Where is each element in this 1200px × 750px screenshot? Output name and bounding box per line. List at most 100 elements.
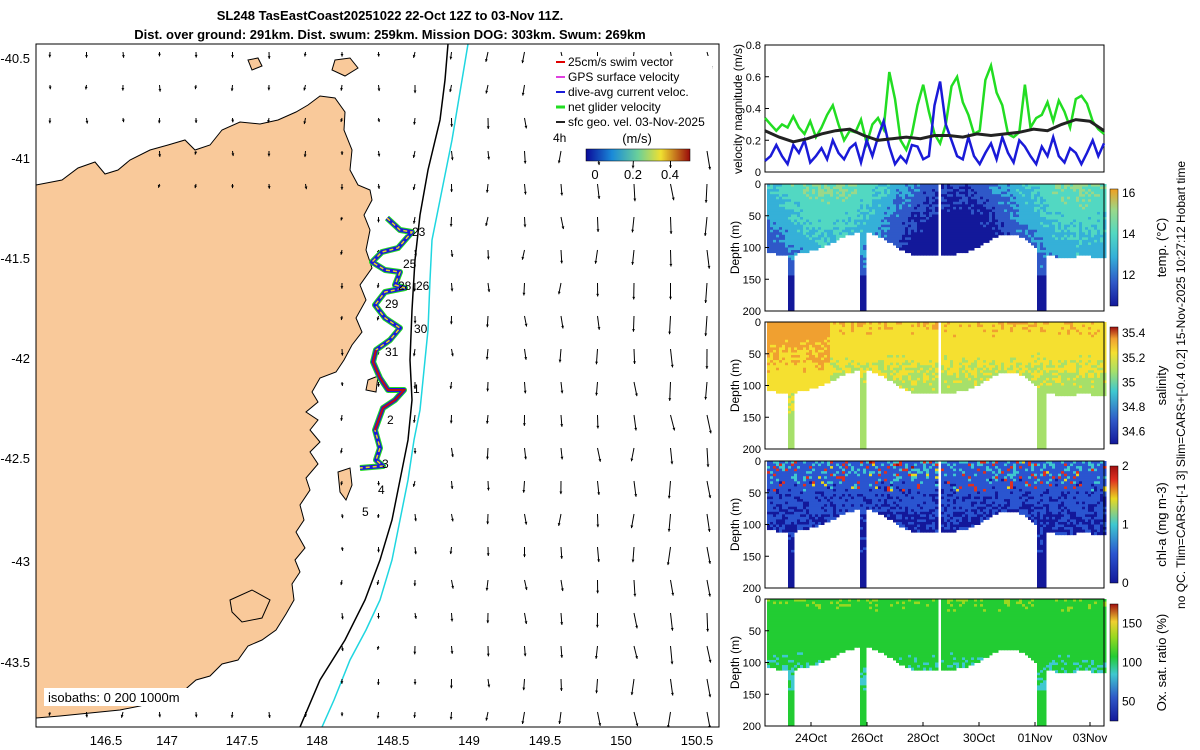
section-cell [1097, 250, 1101, 254]
section-cell [869, 324, 873, 328]
section-cell [812, 204, 816, 208]
section-cell [809, 244, 813, 248]
section-cell [872, 229, 876, 233]
section-cell [1031, 206, 1035, 210]
section-cell [899, 362, 903, 366]
section-cell [908, 219, 912, 223]
map-ytick: -43 [11, 554, 30, 569]
section-cell [1088, 217, 1092, 221]
section-cell [779, 349, 783, 353]
section-cell [794, 324, 798, 328]
day-label: 30 [414, 322, 428, 336]
velocity-arrowhead [669, 263, 673, 267]
section-cell [827, 239, 831, 243]
section-cell [902, 362, 906, 366]
section-cell [995, 219, 999, 223]
section-cell [860, 352, 864, 356]
section-cell [920, 229, 924, 233]
section-cell [779, 206, 783, 210]
section-cell [908, 201, 912, 205]
section-cell [812, 217, 816, 221]
section-cell [905, 229, 909, 233]
section-cell [1013, 227, 1017, 231]
section-cell [803, 247, 807, 251]
section-cell [881, 324, 885, 328]
section-cell [806, 227, 810, 231]
section-cell [989, 217, 993, 221]
section-cell [842, 184, 846, 188]
section-cell [824, 337, 828, 341]
section-cell [791, 298, 795, 302]
section-cell [767, 234, 771, 238]
section-cell [947, 250, 951, 254]
section-cell [920, 247, 924, 251]
section-cell [872, 232, 876, 236]
section-cell [1055, 209, 1059, 213]
section-cell [995, 184, 999, 188]
section-cell [908, 229, 912, 233]
section-cell [821, 349, 825, 353]
section-cell [791, 209, 795, 213]
section-cell [998, 206, 1002, 210]
velocity-arrowhead [340, 418, 344, 421]
section-cell [812, 372, 816, 376]
section-cell [941, 247, 945, 251]
section-cell [887, 327, 891, 331]
section-cell [893, 201, 897, 205]
section-cell [836, 349, 840, 353]
section-cell [782, 385, 786, 389]
velocity-arrowhead [340, 582, 343, 586]
section-cell [863, 270, 867, 274]
section-cell [863, 403, 867, 407]
section-cell [863, 385, 867, 389]
section-cell [1031, 229, 1035, 233]
section-cell [833, 329, 837, 333]
section-cell [776, 385, 780, 389]
section-cell [1034, 196, 1038, 200]
section-cell [1094, 206, 1098, 210]
velocity-arrowhead [634, 494, 638, 497]
section-cell [860, 265, 864, 269]
section-cell [887, 219, 891, 223]
section-cell [851, 337, 855, 341]
section-cell [1043, 267, 1047, 271]
section-cell [779, 362, 783, 366]
section-cell [1082, 244, 1086, 248]
section-cell [1019, 219, 1023, 223]
section-cell [1097, 196, 1101, 200]
section-cell [902, 324, 906, 328]
section-cell [866, 204, 870, 208]
section-cell [857, 357, 861, 361]
velocity-arrowhead [486, 388, 490, 392]
section-cell [779, 322, 783, 326]
section-cell [773, 352, 777, 356]
section-cell [824, 206, 828, 210]
section-cell [944, 234, 948, 238]
section-cell [860, 324, 864, 328]
section-cell [899, 227, 903, 231]
section-cell [992, 186, 996, 190]
velocity-arrowhead [376, 682, 380, 685]
section-cell [860, 184, 864, 188]
section-cell [1049, 194, 1053, 198]
section-cell [872, 342, 876, 346]
section-cell [1007, 209, 1011, 213]
map-ytick: -43.5 [0, 655, 30, 670]
section-cell [1055, 184, 1059, 188]
section-cell [890, 355, 894, 359]
section-cell [953, 217, 957, 221]
section-cell [794, 204, 798, 208]
section-cell [866, 184, 870, 188]
section-cell [830, 332, 834, 336]
section-cell [887, 199, 891, 203]
section-cell [1037, 201, 1041, 205]
section-cell [863, 244, 867, 248]
section-cell [983, 184, 987, 188]
section-cell [773, 227, 777, 231]
section-cell [992, 194, 996, 198]
section-cell [782, 380, 786, 384]
section-cell [1079, 199, 1083, 203]
section-cell [923, 204, 927, 208]
section-cell [986, 194, 990, 198]
section-cell [905, 332, 909, 336]
